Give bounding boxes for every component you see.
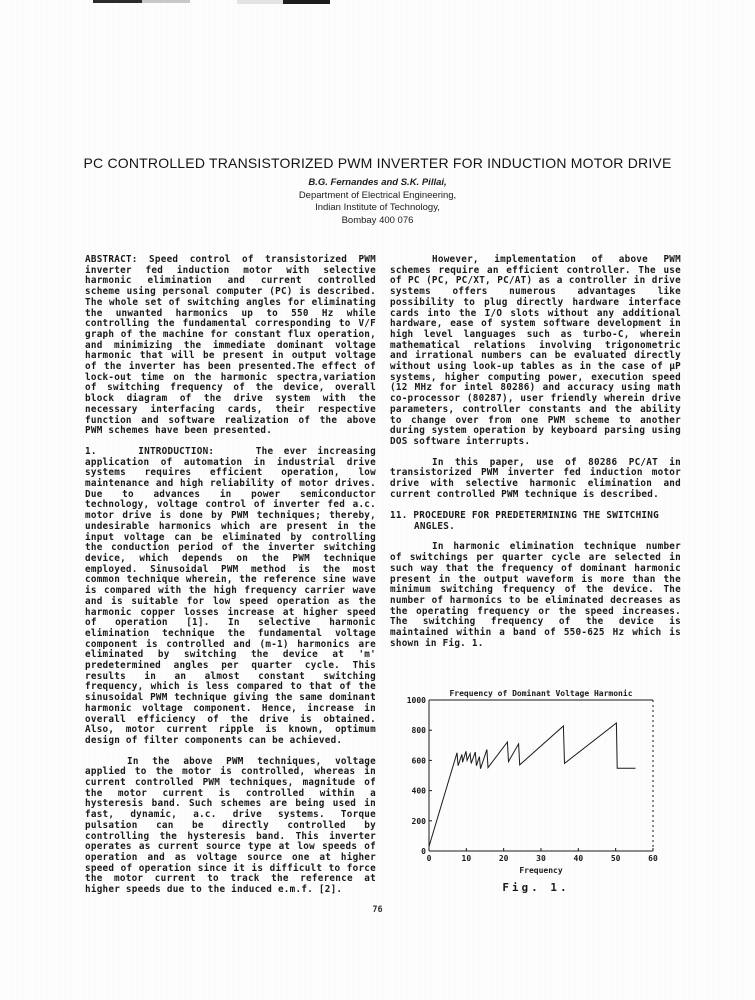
author-names: B.G. Fernandes and S.K. Pillai, [308,177,447,188]
svg-text:40: 40 [574,854,584,863]
section-heading-line1: 11. PROCEDURE FOR PREDETERMINING THE SWI… [390,510,659,522]
svg-text:60: 60 [648,854,658,863]
affiliation-institute: Indian Institute of Technology, [315,202,440,213]
svg-text:400: 400 [412,787,427,796]
svg-text:600: 600 [412,756,427,765]
figure-caption: Fig. 1. [502,881,570,894]
author-block: B.G. Fernandes and S.K. Pillai, Departme… [0,177,755,227]
figure-1: 0 10 20 30 40 50 60 0 200 400 600 800 1000 Frequency … [406,684,696,894]
paper-scope-paragraph: In this paper, use of 80286 PC/AT in tra… [390,456,681,500]
affiliation-department: Department of Electrical Engineering, [298,189,457,201]
abstract-paragraph: ABSTRACT: Speed control of transistorize… [85,254,376,437]
svg-text:Frequency of Dominant Voltage: Frequency of Dominant Voltage Harmonic [449,688,632,698]
svg-text:0: 0 [427,854,432,863]
svg-text:50: 50 [611,854,621,863]
controller-paragraph: However, implementation of above PWM sch… [390,254,681,447]
svg-text:20: 20 [499,854,509,863]
scan-artifact-bar-gray-right [237,0,283,4]
affiliation-city: Bombay 400 076 [341,214,414,226]
svg-text:800: 800 [412,726,427,735]
section-heading-procedure: 11. PROCEDURE FOR PREDETERMINING THE SWI… [390,510,681,532]
introduction-paragraph: 1. INTRODUCTION: The ever increasing app… [85,445,376,746]
left-column: ABSTRACT: Speed control of transistorize… [85,254,376,906]
svg-text:10: 10 [462,854,472,863]
svg-text:Frequency: Frequency [519,866,563,875]
fig1-chart: 0 10 20 30 40 50 6002004006008001000Frequency … [407,688,658,875]
svg-text:200: 200 [412,817,427,826]
scan-artifact-bar-dark-left [93,0,142,3]
harmonic-elimination-paragraph: In harmonic elimination technique number… [390,541,681,649]
svg-text:0: 0 [421,847,426,856]
scan-artifact-bar-gray-left [142,0,190,3]
svg-text:1000: 1000 [407,696,426,705]
page-number: 76 [372,905,383,915]
scan-artifact-bar-dark-right [283,0,330,4]
pwm-techniques-paragraph: In the above PWM techniques, voltage app… [85,755,376,896]
right-column: However, implementation of above PWM sch… [390,254,681,660]
paper-title: PC CONTROLLED TRANSISTORIZED PWM INVERTE… [83,155,672,171]
svg-text:30: 30 [536,854,546,863]
section-heading-line2: ANGLES. [414,521,455,533]
